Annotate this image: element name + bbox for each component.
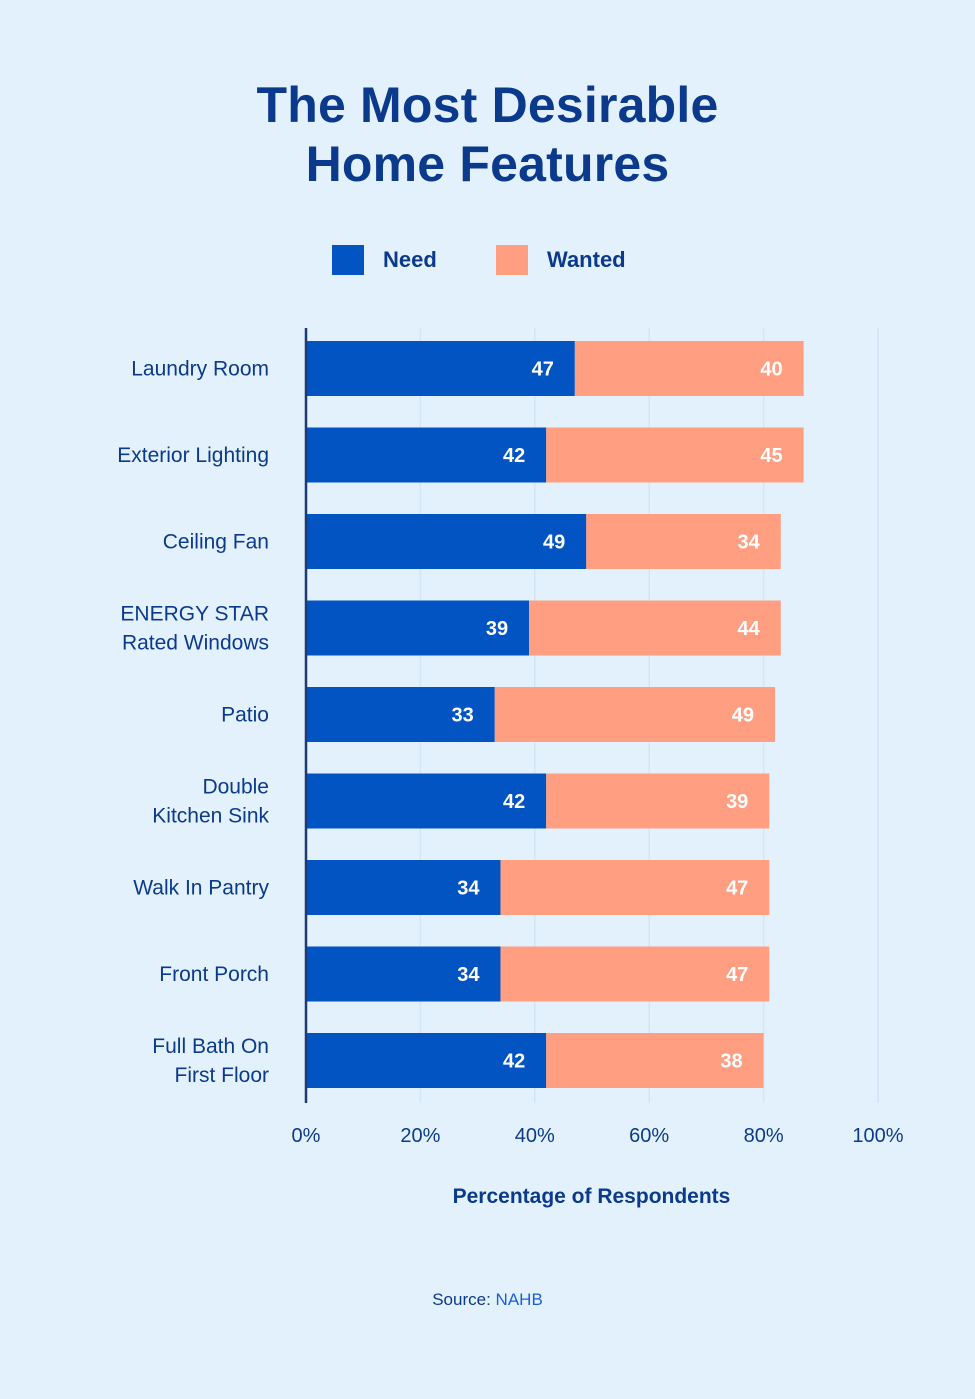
category-label: Laundry Room bbox=[131, 358, 269, 381]
bar-wanted bbox=[529, 600, 781, 656]
legend: Need Wanted bbox=[0, 244, 975, 276]
bar-value-label: 33 bbox=[452, 705, 474, 727]
bar-need bbox=[306, 514, 587, 569]
bar-wanted bbox=[574, 341, 804, 396]
x-tick-label: 20% bbox=[400, 1125, 440, 1147]
category-label: ENERGY STAR bbox=[120, 603, 269, 626]
bar-wanted bbox=[494, 687, 776, 742]
bar-value-label: 40 bbox=[760, 359, 782, 381]
category-label: Front Porch bbox=[159, 963, 269, 986]
legend-swatch-need bbox=[332, 245, 364, 275]
x-tick-label: 80% bbox=[744, 1125, 784, 1147]
category-label: Exterior Lighting bbox=[117, 444, 269, 467]
bar-value-label: 49 bbox=[543, 532, 565, 554]
category-label: Double bbox=[202, 776, 269, 799]
category-label: Walk In Pantry bbox=[133, 877, 269, 900]
legend-item-need: Need bbox=[332, 244, 437, 276]
chart-title-line-1: The Most Desirable bbox=[256, 77, 719, 133]
bar-wanted bbox=[500, 860, 770, 915]
bar-wanted bbox=[586, 514, 781, 569]
category-label: Ceiling Fan bbox=[163, 531, 269, 554]
bar-value-label: 34 bbox=[457, 964, 480, 986]
bar-value-label: 47 bbox=[532, 359, 554, 381]
x-axis-label: Percentage of Respondents bbox=[452, 1185, 731, 1208]
category-label: Kitchen Sink bbox=[152, 805, 269, 828]
x-tick-label: 40% bbox=[515, 1125, 555, 1147]
bar-value-label: 34 bbox=[738, 532, 761, 554]
category-label: Rated Windows bbox=[122, 632, 269, 655]
bar-need bbox=[306, 341, 575, 396]
bar-value-label: 42 bbox=[503, 445, 525, 467]
legend-item-wanted: Wanted bbox=[496, 244, 626, 276]
bar-value-label: 42 bbox=[503, 1051, 525, 1073]
source-prefix: Source: bbox=[432, 1290, 491, 1309]
bar-value-label: 49 bbox=[732, 705, 754, 727]
bar-value-label: 38 bbox=[720, 1051, 742, 1073]
category-label: First Floor bbox=[175, 1064, 270, 1087]
category-label: Full Bath On bbox=[152, 1035, 269, 1058]
bar-value-label: 47 bbox=[726, 878, 748, 900]
bar-need bbox=[306, 946, 501, 1002]
category-label: Patio bbox=[221, 704, 269, 727]
x-tick-label: 60% bbox=[629, 1125, 669, 1147]
bar-value-label: 34 bbox=[457, 878, 480, 900]
x-tick-label: 0% bbox=[292, 1125, 321, 1147]
bar-need bbox=[306, 773, 547, 829]
bar-wanted bbox=[546, 1033, 764, 1088]
bar-value-label: 39 bbox=[486, 618, 508, 640]
legend-label-need: Need bbox=[383, 247, 437, 272]
bar-value-label: 39 bbox=[726, 791, 748, 813]
source-note: Source: NAHB bbox=[0, 1290, 975, 1310]
chart-title-line-2: Home Features bbox=[305, 136, 670, 192]
bar-need bbox=[306, 600, 530, 656]
x-tick-label: 100% bbox=[852, 1125, 903, 1147]
legend-label-wanted: Wanted bbox=[547, 247, 626, 272]
bar-need bbox=[306, 860, 501, 915]
bar-wanted bbox=[546, 427, 804, 483]
bar-value-label: 47 bbox=[726, 964, 748, 986]
bar-wanted bbox=[500, 946, 770, 1002]
bar-wanted bbox=[546, 773, 770, 829]
bar-value-label: 45 bbox=[760, 445, 782, 467]
source-value: NAHB bbox=[495, 1290, 543, 1309]
chart-title: The Most Desirable Home Features bbox=[0, 76, 975, 194]
bar-value-label: 42 bbox=[503, 791, 525, 813]
bar-value-label: 44 bbox=[738, 618, 761, 640]
bar-need bbox=[306, 427, 547, 483]
bar-need bbox=[306, 687, 495, 742]
bar-need bbox=[306, 1033, 547, 1088]
legend-swatch-wanted bbox=[496, 245, 528, 275]
